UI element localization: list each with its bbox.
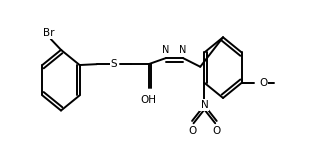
Text: O: O bbox=[259, 78, 267, 88]
Text: S: S bbox=[111, 59, 118, 69]
Text: N: N bbox=[200, 100, 208, 110]
Text: O: O bbox=[188, 126, 196, 136]
Text: Br: Br bbox=[43, 28, 54, 38]
Text: OH: OH bbox=[141, 95, 157, 105]
Text: N: N bbox=[179, 45, 187, 55]
Text: O: O bbox=[212, 126, 221, 136]
Text: N: N bbox=[162, 45, 169, 55]
